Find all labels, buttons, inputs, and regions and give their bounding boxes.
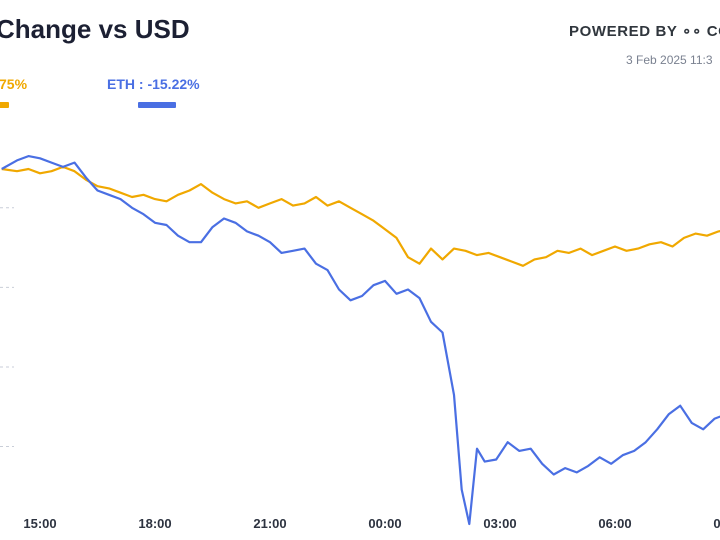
legend-label: ETH : -15.22% [107,76,200,92]
legend-item-eth[interactable]: ETH : -15.22% [107,76,200,108]
powered-by-logo[interactable]: POWERED BY ∘∘ CO [569,23,720,40]
x-tick-label: 03:00 [483,516,516,531]
x-tick-label: 18:00 [138,516,171,531]
series-line-first[interactable] [1,165,720,267]
x-tick-label: 15:00 [23,516,56,531]
legend-label: 75% [0,76,28,92]
legend-swatch [0,102,9,108]
x-tick-label: 06:00 [598,516,631,531]
x-tick-label: 00:00 [368,516,401,531]
legend-swatch [138,102,176,108]
x-tick-label: 09:00 [713,516,720,531]
series-line-eth[interactable] [1,155,720,526]
legend-item-first[interactable]: 75% [0,76,28,108]
x-tick-label: 21:00 [253,516,286,531]
chart-title: Change vs USD [0,14,190,44]
timestamp: 3 Feb 2025 11:3 [626,53,713,67]
